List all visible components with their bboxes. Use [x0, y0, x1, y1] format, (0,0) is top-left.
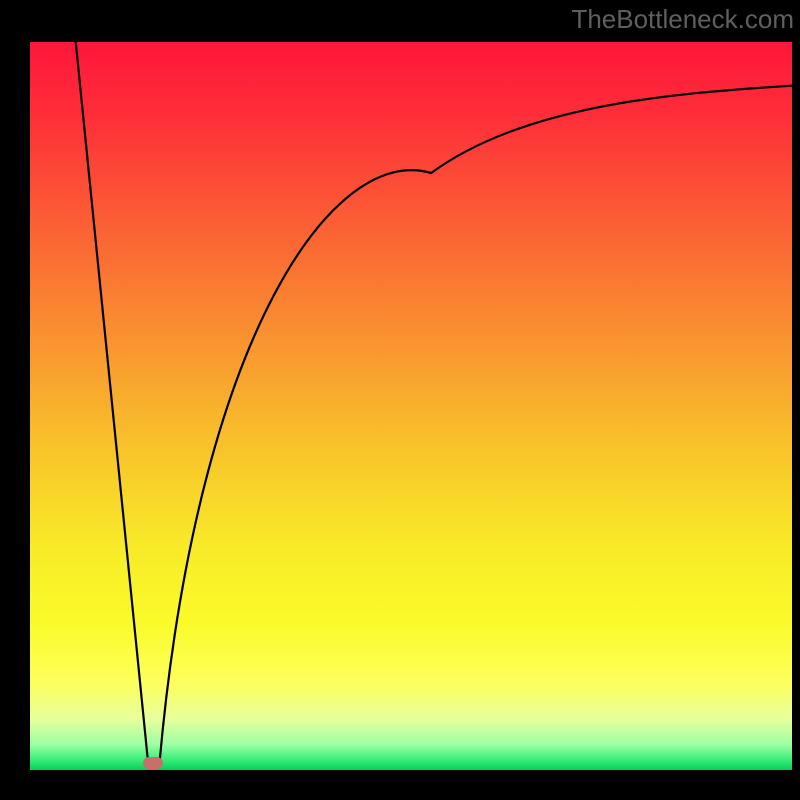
minimum-marker [143, 757, 163, 769]
curve-layer [30, 42, 792, 770]
attribution-text: TheBottleneck.com [571, 4, 794, 35]
bottleneck-curve [76, 42, 792, 764]
plot-area [0, 0, 800, 800]
